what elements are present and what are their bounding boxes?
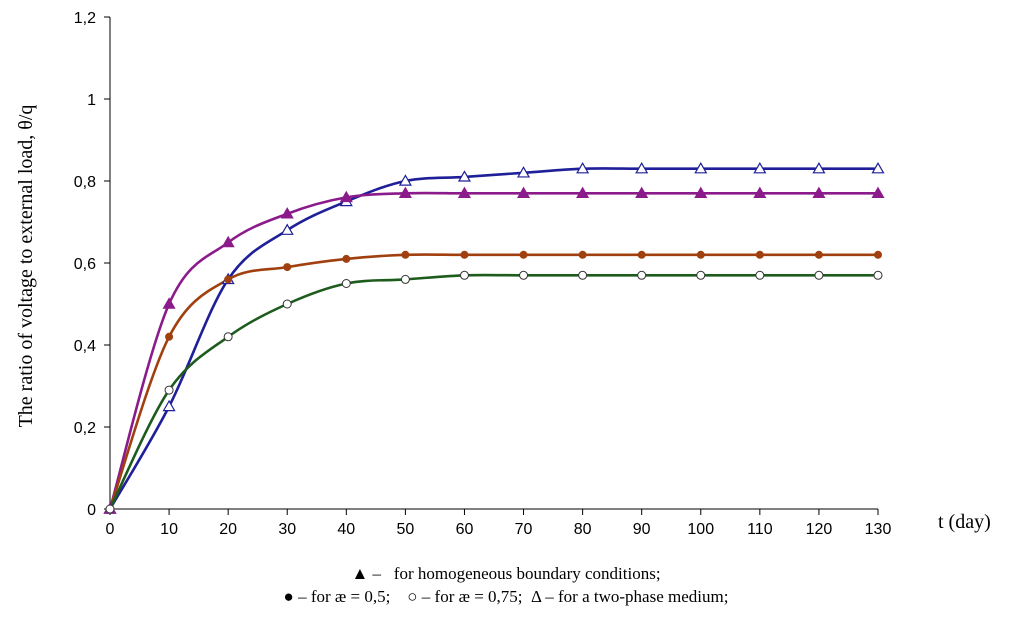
x-tick-label: 40 <box>337 521 355 538</box>
data-point-filled-circle <box>224 275 233 284</box>
series-group <box>103 161 885 514</box>
data-point-filled-triangle <box>221 235 235 248</box>
series-line-filled-triangle <box>108 191 879 510</box>
data-point-open-triangle <box>162 399 176 412</box>
x-tick-label: 10 <box>160 521 178 538</box>
data-point-open-circle <box>755 270 765 280</box>
data-point-open-triangle <box>398 174 412 186</box>
data-point-filled-triangle <box>694 186 708 199</box>
data-point-open-circle <box>164 385 174 395</box>
data-point-filled-circle <box>874 250 882 259</box>
data-point-filled-triangle <box>635 186 649 199</box>
data-point-filled-triangle <box>576 186 590 199</box>
x-tick-label: 110 <box>747 521 773 538</box>
data-point-open-circle <box>519 270 529 280</box>
data-point-open-circle <box>696 270 706 280</box>
data-point-open-circle <box>814 270 824 280</box>
y-tick-label: 0,4 <box>74 338 96 355</box>
data-point-filled-circle <box>578 250 587 259</box>
data-point-filled-circle <box>519 250 528 259</box>
data-point-filled-circle <box>401 250 410 259</box>
line-chart: 0 10 20 30 40 50 60 70 80 90 100 110 120 130 00,20,40… <box>15 10 991 538</box>
data-point-filled-triangle <box>753 186 767 199</box>
y-tick-label: 0,8 <box>74 174 96 191</box>
x-tick-label: 0 <box>106 521 115 538</box>
data-point-open-circle <box>341 279 351 288</box>
data-point-open-triangle <box>812 161 826 174</box>
x-axis-label: t (day) <box>938 511 991 533</box>
data-point-open-triangle <box>457 170 471 182</box>
legend-caption-line-2: ● – for æ = 0,5; ○ – for æ = 0,75; Δ – f… <box>283 587 729 606</box>
data-point-open-circle <box>105 504 115 514</box>
y-axis-label: The ratio of voltage to external load, θ… <box>15 105 37 428</box>
data-point-filled-circle <box>696 250 705 259</box>
x-tick-label: 130 <box>865 521 892 538</box>
data-point-open-triangle <box>280 223 294 235</box>
x-tick-label: 50 <box>396 521 414 538</box>
data-point-open-circle <box>400 274 410 284</box>
y-tick-labels: 0 0,2 0,4 0,6 0,8 1 1,2 <box>74 10 110 519</box>
y-tick-label: 0 <box>87 502 96 519</box>
series-line-open-circle <box>108 273 878 510</box>
data-point-filled-triangle <box>871 186 885 199</box>
data-point-open-triangle <box>635 161 649 174</box>
data-point-open-triangle <box>517 166 531 178</box>
data-point-filled-triangle <box>339 190 353 203</box>
data-point-filled-circle <box>814 250 823 259</box>
y-tick-label: 1 <box>87 92 96 109</box>
x-tick-label: 80 <box>574 521 592 538</box>
data-point-open-triangle <box>576 161 590 174</box>
data-point-open-circle <box>282 299 292 309</box>
data-point-open-circle <box>223 332 233 342</box>
data-point-filled-triangle <box>517 186 531 199</box>
axes <box>109 17 878 510</box>
data-point-open-circle <box>873 270 883 280</box>
data-point-filled-triangle <box>812 186 826 199</box>
data-point-open-triangle <box>753 161 767 174</box>
x-tick-label: 100 <box>687 521 714 538</box>
data-point-filled-circle <box>165 332 174 341</box>
data-point-filled-circle <box>460 250 469 259</box>
x-tick-labels: 0 10 20 30 40 50 60 70 80 90 100 110 120 130 <box>106 509 892 538</box>
data-point-open-circle <box>578 270 588 280</box>
data-point-open-circle <box>637 270 647 280</box>
x-tick-label: 60 <box>456 521 474 538</box>
data-point-filled-circle <box>637 250 646 259</box>
y-tick-label: 0,6 <box>74 256 96 273</box>
data-point-filled-triangle <box>457 186 471 199</box>
x-tick-label: 70 <box>515 521 533 538</box>
y-tick-label: 1,2 <box>74 10 96 27</box>
data-point-open-triangle <box>871 161 885 174</box>
data-point-open-circle <box>459 270 469 280</box>
data-point-open-triangle <box>694 161 708 174</box>
y-tick-label: 0,2 <box>74 420 96 437</box>
data-point-filled-triangle <box>162 297 176 309</box>
data-point-filled-circle <box>342 254 351 263</box>
x-tick-label: 90 <box>633 521 651 538</box>
legend-caption-line-1: ▲ – for homogeneous boundary conditions; <box>351 564 661 583</box>
x-tick-label: 120 <box>806 521 833 538</box>
x-tick-label: 20 <box>219 521 237 538</box>
series-line-filled-circle <box>108 253 879 510</box>
data-point-filled-triangle <box>398 186 412 199</box>
data-point-filled-circle <box>283 263 292 272</box>
x-tick-label: 30 <box>278 521 296 538</box>
data-point-filled-circle <box>755 250 764 259</box>
data-point-filled-triangle <box>280 207 294 219</box>
